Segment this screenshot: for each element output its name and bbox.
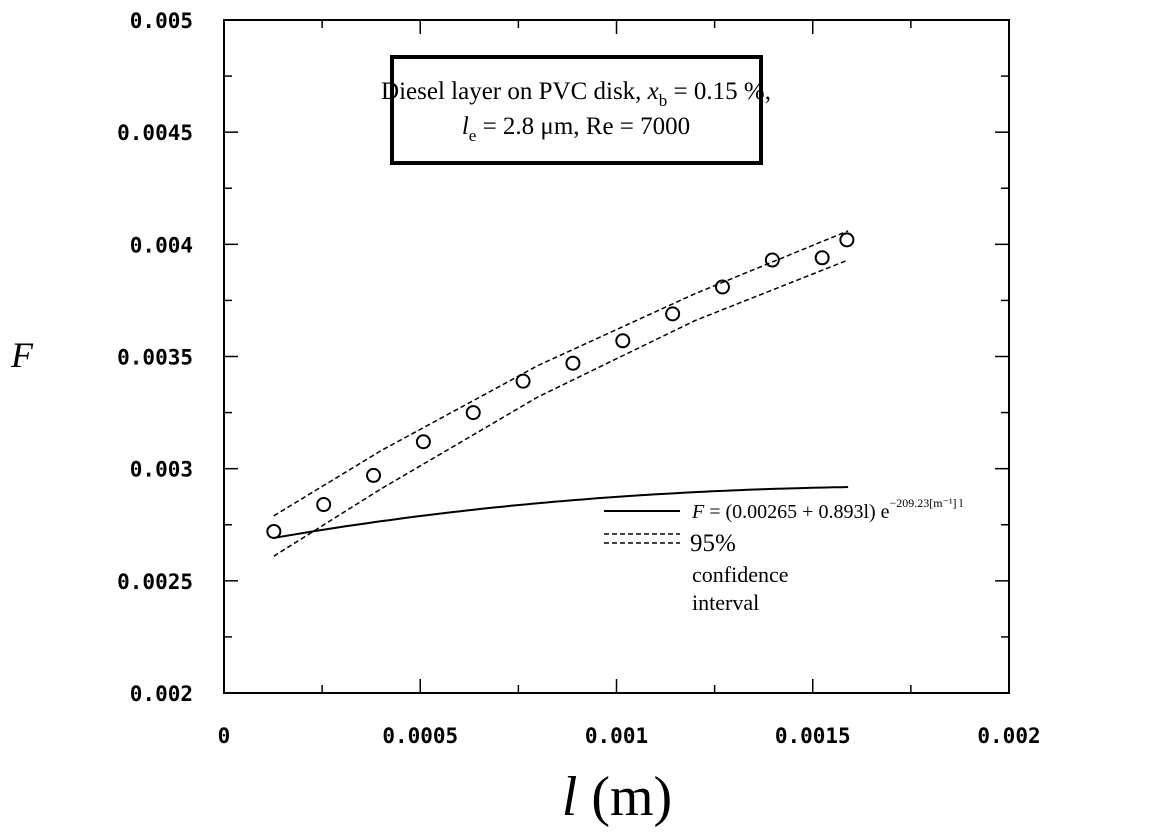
y-tick-label: 0.0035 xyxy=(117,346,193,370)
x-tick-label: 0.001 xyxy=(585,724,648,748)
data-point xyxy=(366,467,382,483)
annotation-line-2-value: = 2.8 μm, Re = 7000 xyxy=(476,113,690,140)
data-point xyxy=(465,405,481,421)
y-tick-labels: 0.002 0.0025 0.003 0.0035 0.004 0.0045 0.005 xyxy=(117,9,193,706)
y-tick-label: 0.002 xyxy=(130,682,193,706)
data-point xyxy=(839,232,855,248)
x-tick-label: 0.0005 xyxy=(382,724,458,748)
legend-fit-lhs: F xyxy=(691,501,705,523)
y-tick-label: 0.003 xyxy=(130,458,193,482)
data-point xyxy=(665,306,681,322)
x-axis-var: l xyxy=(562,766,578,828)
x-axis-label: l (m) xyxy=(562,766,672,828)
annotation-line-1: Diesel layer on PVC disk, xb = 0.15 %, xyxy=(381,78,771,110)
x-tick-labels: 0 0.0005 0.001 0.0015 0.002 xyxy=(218,724,1041,748)
annotation-line-1-value: = 0.15 %, xyxy=(667,78,771,105)
plot-frame xyxy=(223,19,1010,694)
annotation-box xyxy=(390,55,763,165)
legend-ci-label-1: 95% xyxy=(690,530,736,557)
data-point xyxy=(415,434,431,450)
annotation-x-sub: b xyxy=(659,91,668,110)
data-point xyxy=(814,250,830,266)
legend-fit-exp: −209.23[m⁻¹] l xyxy=(890,496,964,510)
x-tick-label: 0 xyxy=(218,724,231,748)
x-tick-label: 0.0015 xyxy=(775,724,851,748)
data-point xyxy=(714,279,730,295)
legend-ci-label-3: interval xyxy=(692,590,759,615)
data-point xyxy=(565,355,581,371)
x-axis-unit: (m) xyxy=(591,766,672,828)
data-point xyxy=(515,373,531,389)
data-point xyxy=(764,252,780,268)
annotation-l-sub: e xyxy=(469,126,477,145)
y-tick-label: 0.0045 xyxy=(117,121,193,145)
y-tick-label: 0.004 xyxy=(130,233,193,257)
fit-curve xyxy=(273,486,849,539)
legend-fit-eq: = (0.00265 + 0.893l) e xyxy=(704,501,889,523)
legend-ci-label-2: confidence xyxy=(692,562,789,587)
annotation-l-var: l xyxy=(462,113,469,140)
data-point xyxy=(615,333,631,349)
x-tick-label: 0.002 xyxy=(977,724,1040,748)
y-axis-label: F xyxy=(10,335,34,375)
annotation-x-var: x xyxy=(647,78,659,105)
annotation-line-1-text: Diesel layer on PVC disk, xyxy=(381,78,648,105)
annotation-line-2: le = 2.8 μm, Re = 7000 xyxy=(462,113,690,145)
data-point xyxy=(266,523,282,539)
y-tick-label: 0.0025 xyxy=(117,570,193,594)
legend-fit-label: F = (0.00265 + 0.893l) e−209.23[m⁻¹] l xyxy=(691,496,964,523)
data-point xyxy=(316,497,332,513)
y-tick-label: 0.005 xyxy=(130,9,193,33)
ci-lower-curve xyxy=(273,259,849,557)
ci-upper-curve xyxy=(273,230,849,517)
series-layer xyxy=(266,230,855,557)
